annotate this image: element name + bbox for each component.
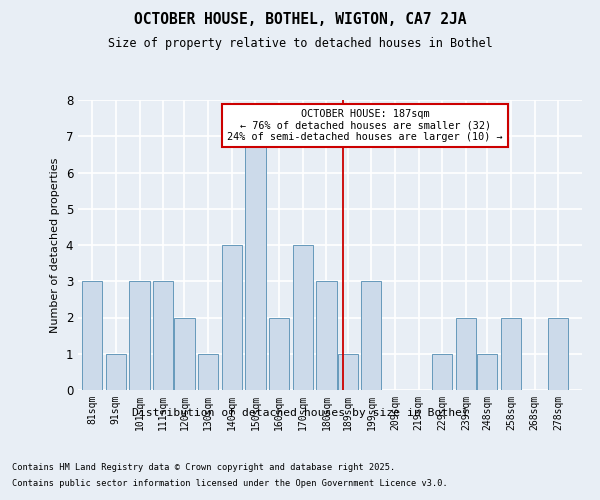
Text: Distribution of detached houses by size in Bothel: Distribution of detached houses by size …: [131, 408, 469, 418]
Bar: [222, 245, 242, 390]
Bar: [82, 281, 102, 390]
Bar: [456, 318, 476, 390]
Bar: [198, 354, 218, 390]
Bar: [548, 318, 568, 390]
Bar: [293, 245, 313, 390]
Y-axis label: Number of detached properties: Number of detached properties: [50, 158, 60, 332]
Text: Contains public sector information licensed under the Open Government Licence v3: Contains public sector information licen…: [12, 479, 448, 488]
Text: Size of property relative to detached houses in Bothel: Size of property relative to detached ho…: [107, 38, 493, 51]
Bar: [106, 354, 126, 390]
Bar: [316, 281, 337, 390]
Bar: [477, 354, 497, 390]
Bar: [175, 318, 194, 390]
Bar: [153, 281, 173, 390]
Bar: [245, 136, 266, 390]
Bar: [433, 354, 452, 390]
Bar: [501, 318, 521, 390]
Text: OCTOBER HOUSE: 187sqm
← 76% of detached houses are smaller (32)
24% of semi-deta: OCTOBER HOUSE: 187sqm ← 76% of detached …: [227, 108, 503, 142]
Text: Contains HM Land Registry data © Crown copyright and database right 2025.: Contains HM Land Registry data © Crown c…: [12, 462, 395, 471]
Bar: [338, 354, 358, 390]
Bar: [130, 281, 149, 390]
Bar: [361, 281, 382, 390]
Bar: [269, 318, 289, 390]
Text: OCTOBER HOUSE, BOTHEL, WIGTON, CA7 2JA: OCTOBER HOUSE, BOTHEL, WIGTON, CA7 2JA: [134, 12, 466, 28]
